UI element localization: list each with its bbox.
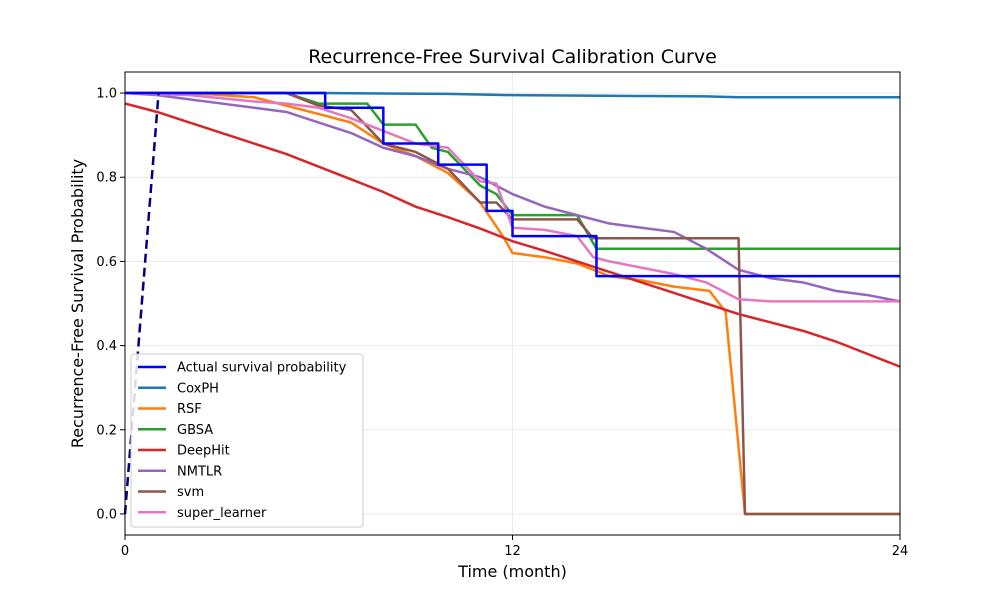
series-line-deephit bbox=[124, 102, 901, 368]
x-tick-label: 0 bbox=[121, 544, 129, 559]
legend-items: Actual survival probability CoxPH RSF GBSA D… bbox=[138, 361, 347, 521]
legend-label: Actual survival probability bbox=[177, 361, 347, 376]
y-axis-title: Recurrence-Free Survival Probability bbox=[68, 159, 87, 448]
axis-ticks: 0 12 24 0.0 0.2 0.4 0.6 0.8 1.0 bbox=[96, 87, 908, 559]
legend-label: GBSA bbox=[177, 423, 213, 438]
series-line-nmtlr bbox=[124, 91, 901, 303]
legend-box bbox=[130, 353, 364, 528]
series-line-actual-survival-probability bbox=[125, 91, 900, 278]
data-series bbox=[123, 91, 901, 516]
y-tick-label: 1.0 bbox=[96, 87, 117, 102]
legend-label: CoxPH bbox=[177, 381, 219, 396]
chart-title: Recurrence-Free Survival Calibration Cur… bbox=[308, 46, 717, 68]
legend: Actual survival probability CoxPH RSF GBSA D… bbox=[130, 353, 364, 528]
y-tick-label: 0.0 bbox=[96, 507, 117, 522]
x-tick-label: 12 bbox=[504, 544, 521, 559]
y-tick-label: 0.8 bbox=[96, 171, 117, 186]
legend-label: svm bbox=[177, 485, 204, 500]
series-line-coxph bbox=[125, 91, 900, 99]
x-axis-title: Time (month) bbox=[457, 562, 567, 581]
y-tick-label: 0.2 bbox=[96, 423, 117, 438]
legend-label: DeepHit bbox=[177, 444, 230, 459]
series-line-super-learner bbox=[124, 91, 900, 303]
legend-label: RSF bbox=[177, 402, 202, 417]
legend-label: super_learner bbox=[177, 506, 267, 521]
legend-label: NMTLR bbox=[177, 464, 222, 479]
x-tick-label: 24 bbox=[892, 544, 909, 559]
y-tick-label: 0.6 bbox=[96, 255, 117, 270]
y-tick-label: 0.4 bbox=[96, 339, 117, 354]
